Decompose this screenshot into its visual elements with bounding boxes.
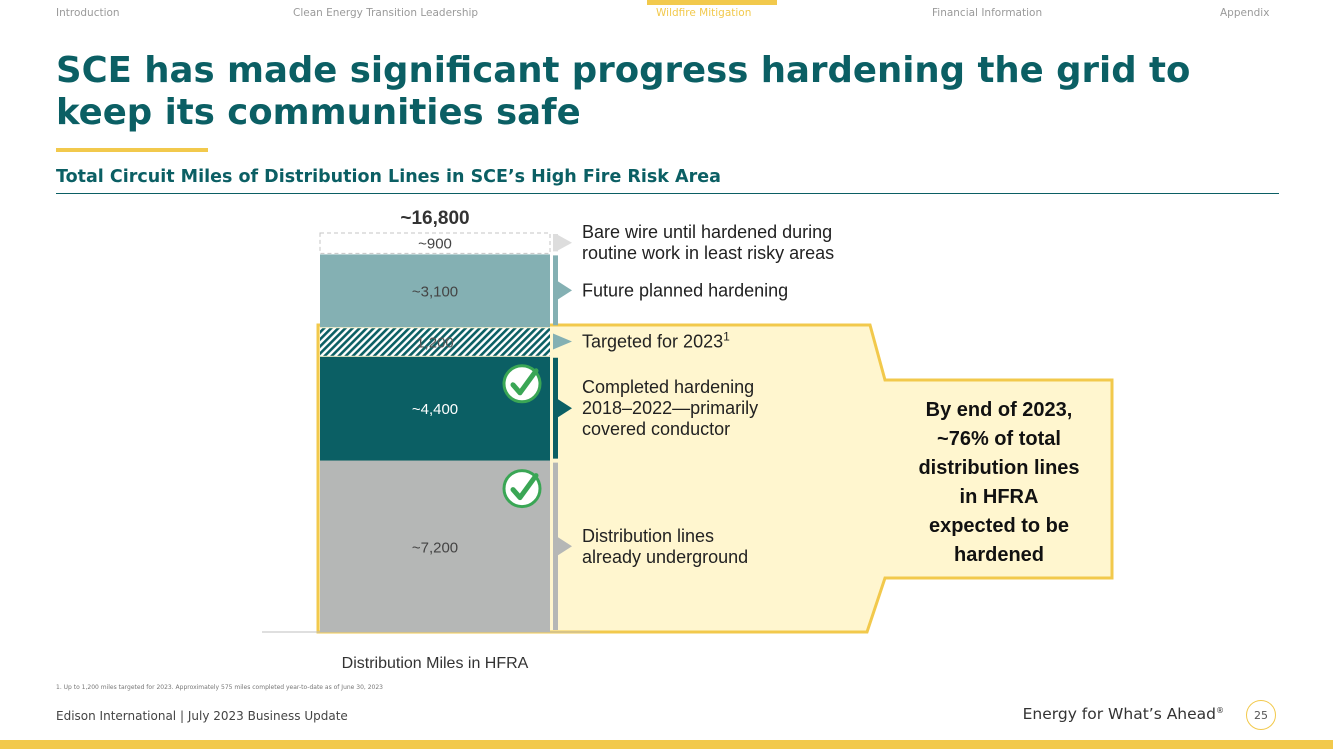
footnote-ref: 1 xyxy=(723,330,730,344)
title-accent-rule xyxy=(56,148,208,152)
active-section-marker xyxy=(647,0,777,5)
callout-line: in HFRA xyxy=(960,486,1039,508)
nav-financial-information[interactable]: Financial Information xyxy=(932,7,1043,19)
section-nav: Introduction Clean Energy Transition Lea… xyxy=(0,0,1333,24)
description-line: Bare wire until hardened during xyxy=(582,222,832,242)
bar-segment-1200 xyxy=(320,328,550,356)
tagline-text: Energy for What’s Ahead xyxy=(1022,705,1216,723)
description-line: Future planned hardening xyxy=(582,280,788,300)
segment-description-1200: Targeted for 20231 xyxy=(582,330,730,352)
page-number: 25 xyxy=(1246,700,1276,730)
brand-tagline: Energy for What’s Ahead® xyxy=(1023,705,1224,723)
callout-line: By end of 2023, xyxy=(926,399,1073,421)
data-label-900: ~900 xyxy=(418,236,452,253)
connector-arrow-3100 xyxy=(553,255,572,326)
description-line: Distribution lines xyxy=(582,526,714,546)
total-label: ~16,800 xyxy=(400,208,469,229)
nav-appendix[interactable]: Appendix xyxy=(1220,7,1270,19)
footer-company: Edison International | July 2023 Busines… xyxy=(56,709,348,723)
bar-segment-3100 xyxy=(320,254,550,328)
callout-text: By end of 2023, ~76% of total distribution… xyxy=(918,399,1079,566)
description-text: Targeted for 2023 xyxy=(582,332,723,352)
description-line: Completed hardening xyxy=(582,377,754,397)
connector-arrow-4400 xyxy=(553,357,572,459)
company-name: Edison International xyxy=(56,709,177,723)
callout-line: ~76% of total xyxy=(937,428,1061,450)
x-axis-label: Distribution Miles in HFRA xyxy=(342,655,529,672)
description-line: 2018–2022—primarily xyxy=(582,398,758,418)
registered-mark: ® xyxy=(1216,705,1224,715)
footnote: 1. Up to 1,200 miles targeted for 2023. … xyxy=(56,684,383,691)
stacked-bar-chart: ~7,200 Distribution lines already undergro… xyxy=(262,208,1114,672)
description-line: routine work in least risky areas xyxy=(582,243,834,263)
description-line: covered conductor xyxy=(582,419,730,439)
data-label-7200: ~7,200 xyxy=(412,539,458,556)
nav-clean-energy[interactable]: Clean Energy Transition Leadership xyxy=(293,7,479,19)
bar-segment-900 xyxy=(319,232,551,254)
subtitle-rule xyxy=(56,193,1279,194)
event-name: July 2023 Business Update xyxy=(187,709,348,723)
bottom-accent-bar xyxy=(0,740,1333,749)
segment-description-7200: Distribution lines already underground xyxy=(582,526,748,567)
data-label-4400: ~4,400 xyxy=(412,401,458,418)
callout-line: distribution lines xyxy=(918,457,1079,479)
segment-description-3100: Future planned hardening xyxy=(582,280,788,300)
segment-description-4400: Completed hardening 2018–2022—primarily co… xyxy=(582,377,758,439)
connector-arrow-900 xyxy=(553,234,572,252)
chart-subtitle: Total Circuit Miles of Distribution Line… xyxy=(56,167,721,187)
description-line: already underground xyxy=(582,547,748,567)
callout-line: hardened xyxy=(954,544,1044,566)
footer-separator: | xyxy=(179,709,185,723)
segment-description-900: Bare wire until hardened during routine w… xyxy=(582,222,834,263)
connector-arrow-1200 xyxy=(553,333,572,350)
page-title: SCE has made significant progress harden… xyxy=(56,50,1191,133)
data-label-3100: ~3,100 xyxy=(412,283,458,300)
connector-arrow-7200 xyxy=(553,462,572,630)
callout-line: expected to be xyxy=(929,515,1069,537)
nav-introduction[interactable]: Introduction xyxy=(56,7,120,19)
checkmark-icon xyxy=(510,368,539,396)
nav-wildfire-mitigation[interactable]: Wildfire Mitigation xyxy=(656,7,752,19)
checkmark-icon xyxy=(510,473,539,501)
data-label-1200: 1,200 xyxy=(416,335,454,352)
